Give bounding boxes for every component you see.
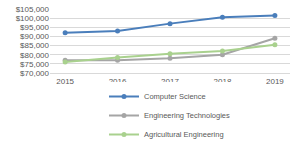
svg-text:$75,000: $75,000 xyxy=(20,60,49,69)
svg-text:2015: 2015 xyxy=(56,77,74,86)
svg-text:$80,000: $80,000 xyxy=(20,51,49,60)
svg-text:2019: 2019 xyxy=(266,77,284,86)
svg-text:2018: 2018 xyxy=(213,76,232,86)
svg-text:$85,000: $85,000 xyxy=(20,41,49,50)
svg-text:$95,000: $95,000 xyxy=(20,23,49,32)
svg-text:Computer Science: Computer Science xyxy=(144,92,206,101)
svg-text:Agricultural Engineering: Agricultural Engineering xyxy=(144,130,224,139)
svg-text:$90,000: $90,000 xyxy=(20,32,49,41)
svg-text:2016: 2016 xyxy=(108,76,127,86)
svg-text:$100,000: $100,000 xyxy=(16,14,50,23)
svg-text:$70,000: $70,000 xyxy=(20,69,49,78)
svg-text:Engineering Technologies: Engineering Technologies xyxy=(144,111,230,120)
svg-text:$105,000: $105,000 xyxy=(16,5,50,14)
svg-text:2017: 2017 xyxy=(161,76,179,86)
